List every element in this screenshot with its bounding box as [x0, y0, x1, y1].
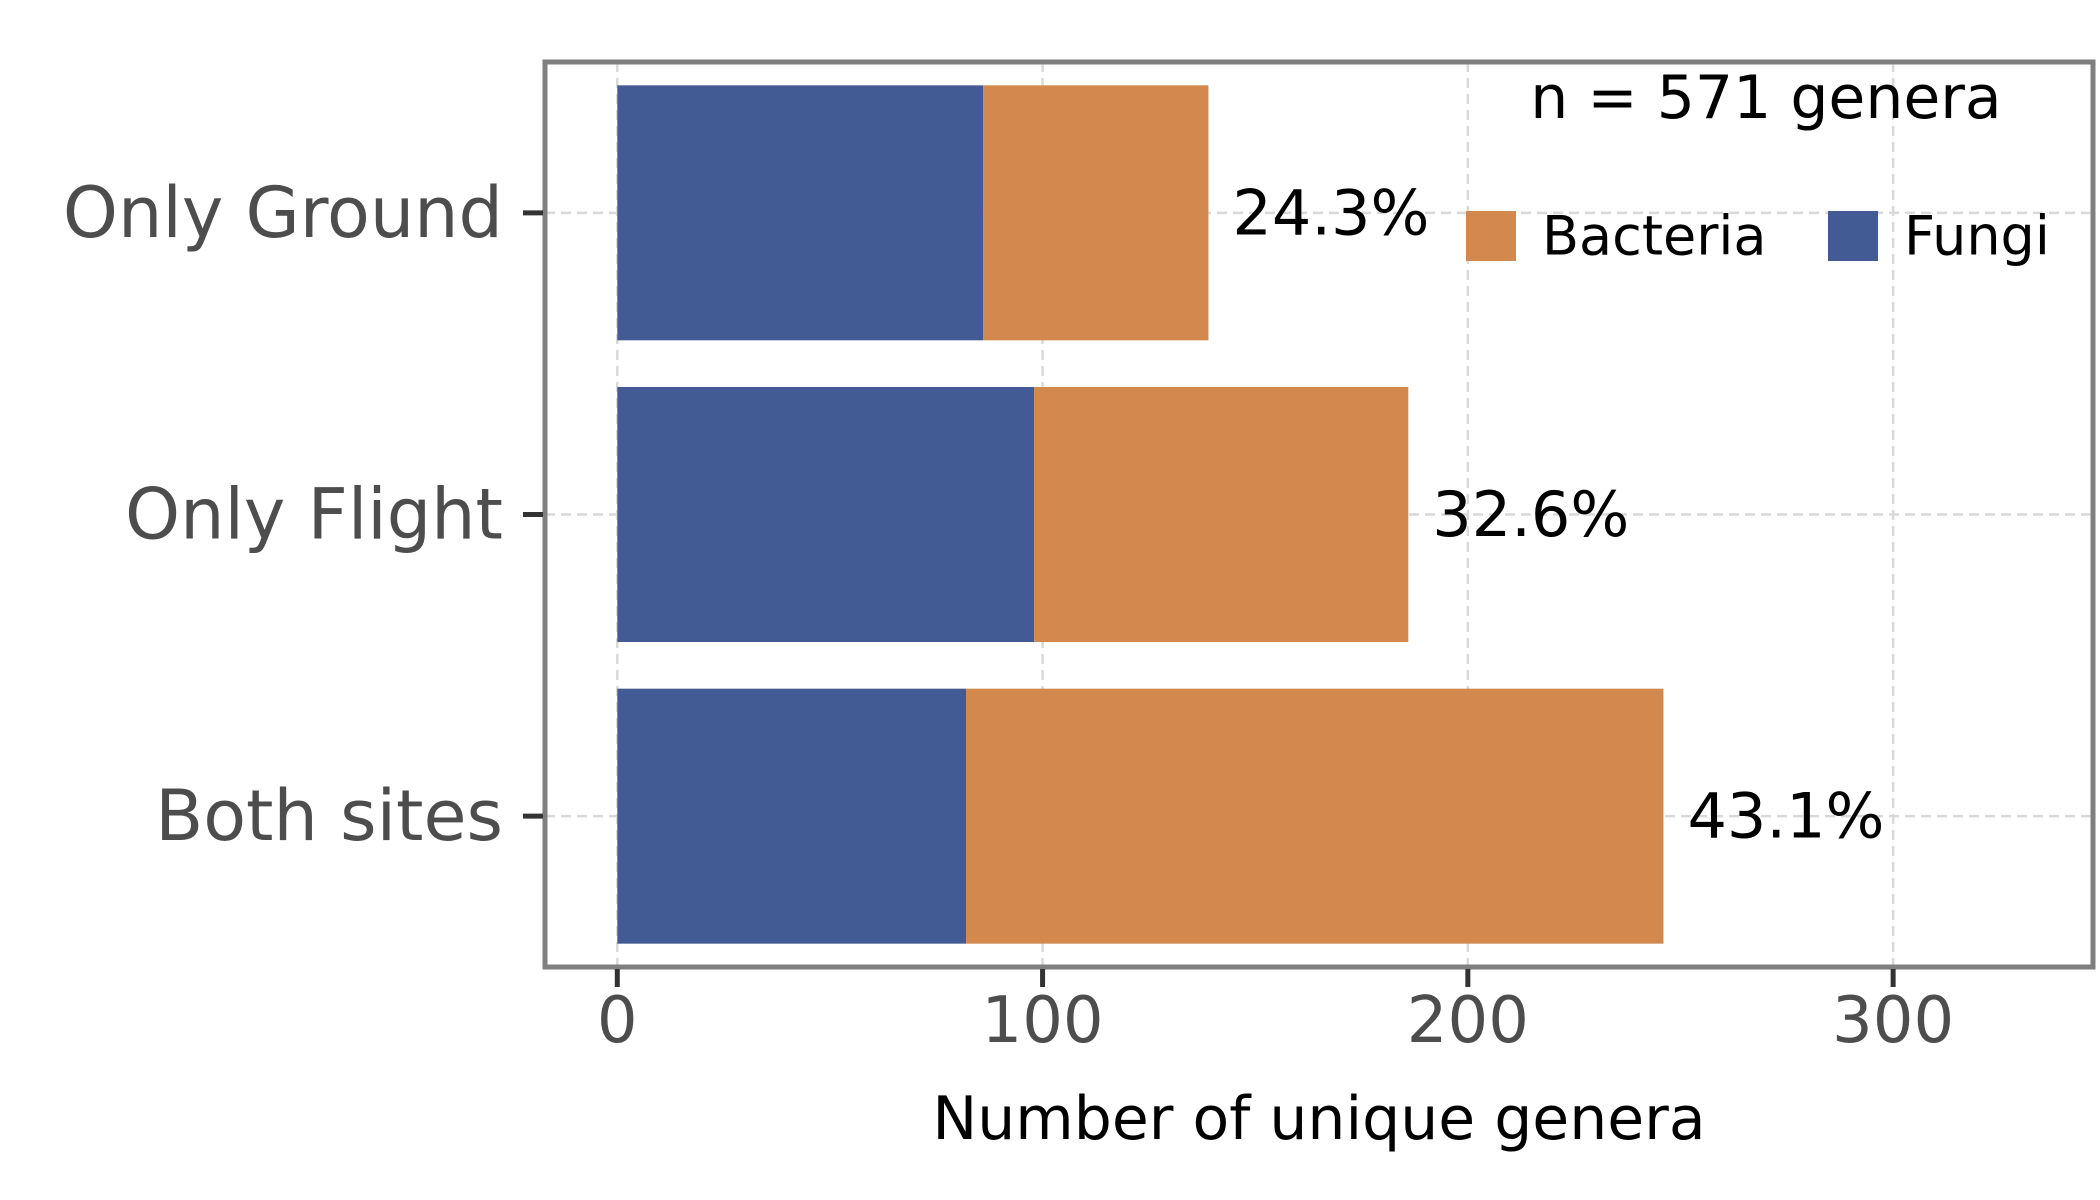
- legend-swatch-fungi: [1828, 211, 1878, 261]
- bar-only-flight-fungi: [617, 387, 1035, 642]
- x-tick-label-100: 100: [981, 984, 1103, 1058]
- legend: Bacteria Fungi: [1466, 205, 2050, 268]
- percent-label-both-sites: 43.1%: [1687, 780, 1884, 853]
- percent-label-only-flight: 32.6%: [1432, 478, 1629, 551]
- category-label-only-flight: Only Flight: [125, 474, 503, 556]
- bar-both-sites-bacteria: [966, 688, 1664, 944]
- percent-label-only-ground: 24.3%: [1232, 176, 1429, 249]
- bar-only-ground-fungi: [617, 85, 984, 341]
- bar-both-sites-fungi: [617, 688, 967, 944]
- sample-size-annotation: n = 571 genera: [1530, 63, 2001, 133]
- data-labels: 24.3% 32.6% 43.1%: [1232, 176, 1884, 852]
- x-axis-title: Number of unique genera: [932, 1084, 1705, 1154]
- legend-swatch-bacteria: [1466, 211, 1516, 261]
- bars: [617, 85, 1664, 944]
- legend-label-bacteria: Bacteria: [1542, 205, 1767, 268]
- x-tick-label-200: 200: [1407, 984, 1529, 1058]
- legend-label-fungi: Fungi: [1904, 205, 2050, 268]
- bar-only-ground-bacteria: [983, 85, 1209, 341]
- plot-frame: [542, 59, 2096, 970]
- category-label-only-ground: Only Ground: [63, 172, 503, 254]
- axis-ticks: 0 100 200 300 Only Ground Only Flight Both sit…: [63, 172, 1954, 1058]
- x-tick-label-300: 300: [1832, 984, 1954, 1058]
- category-label-both-sites: Both sites: [155, 775, 503, 857]
- x-tick-label-0: 0: [597, 984, 638, 1058]
- bar-only-flight-bacteria: [1034, 387, 1409, 642]
